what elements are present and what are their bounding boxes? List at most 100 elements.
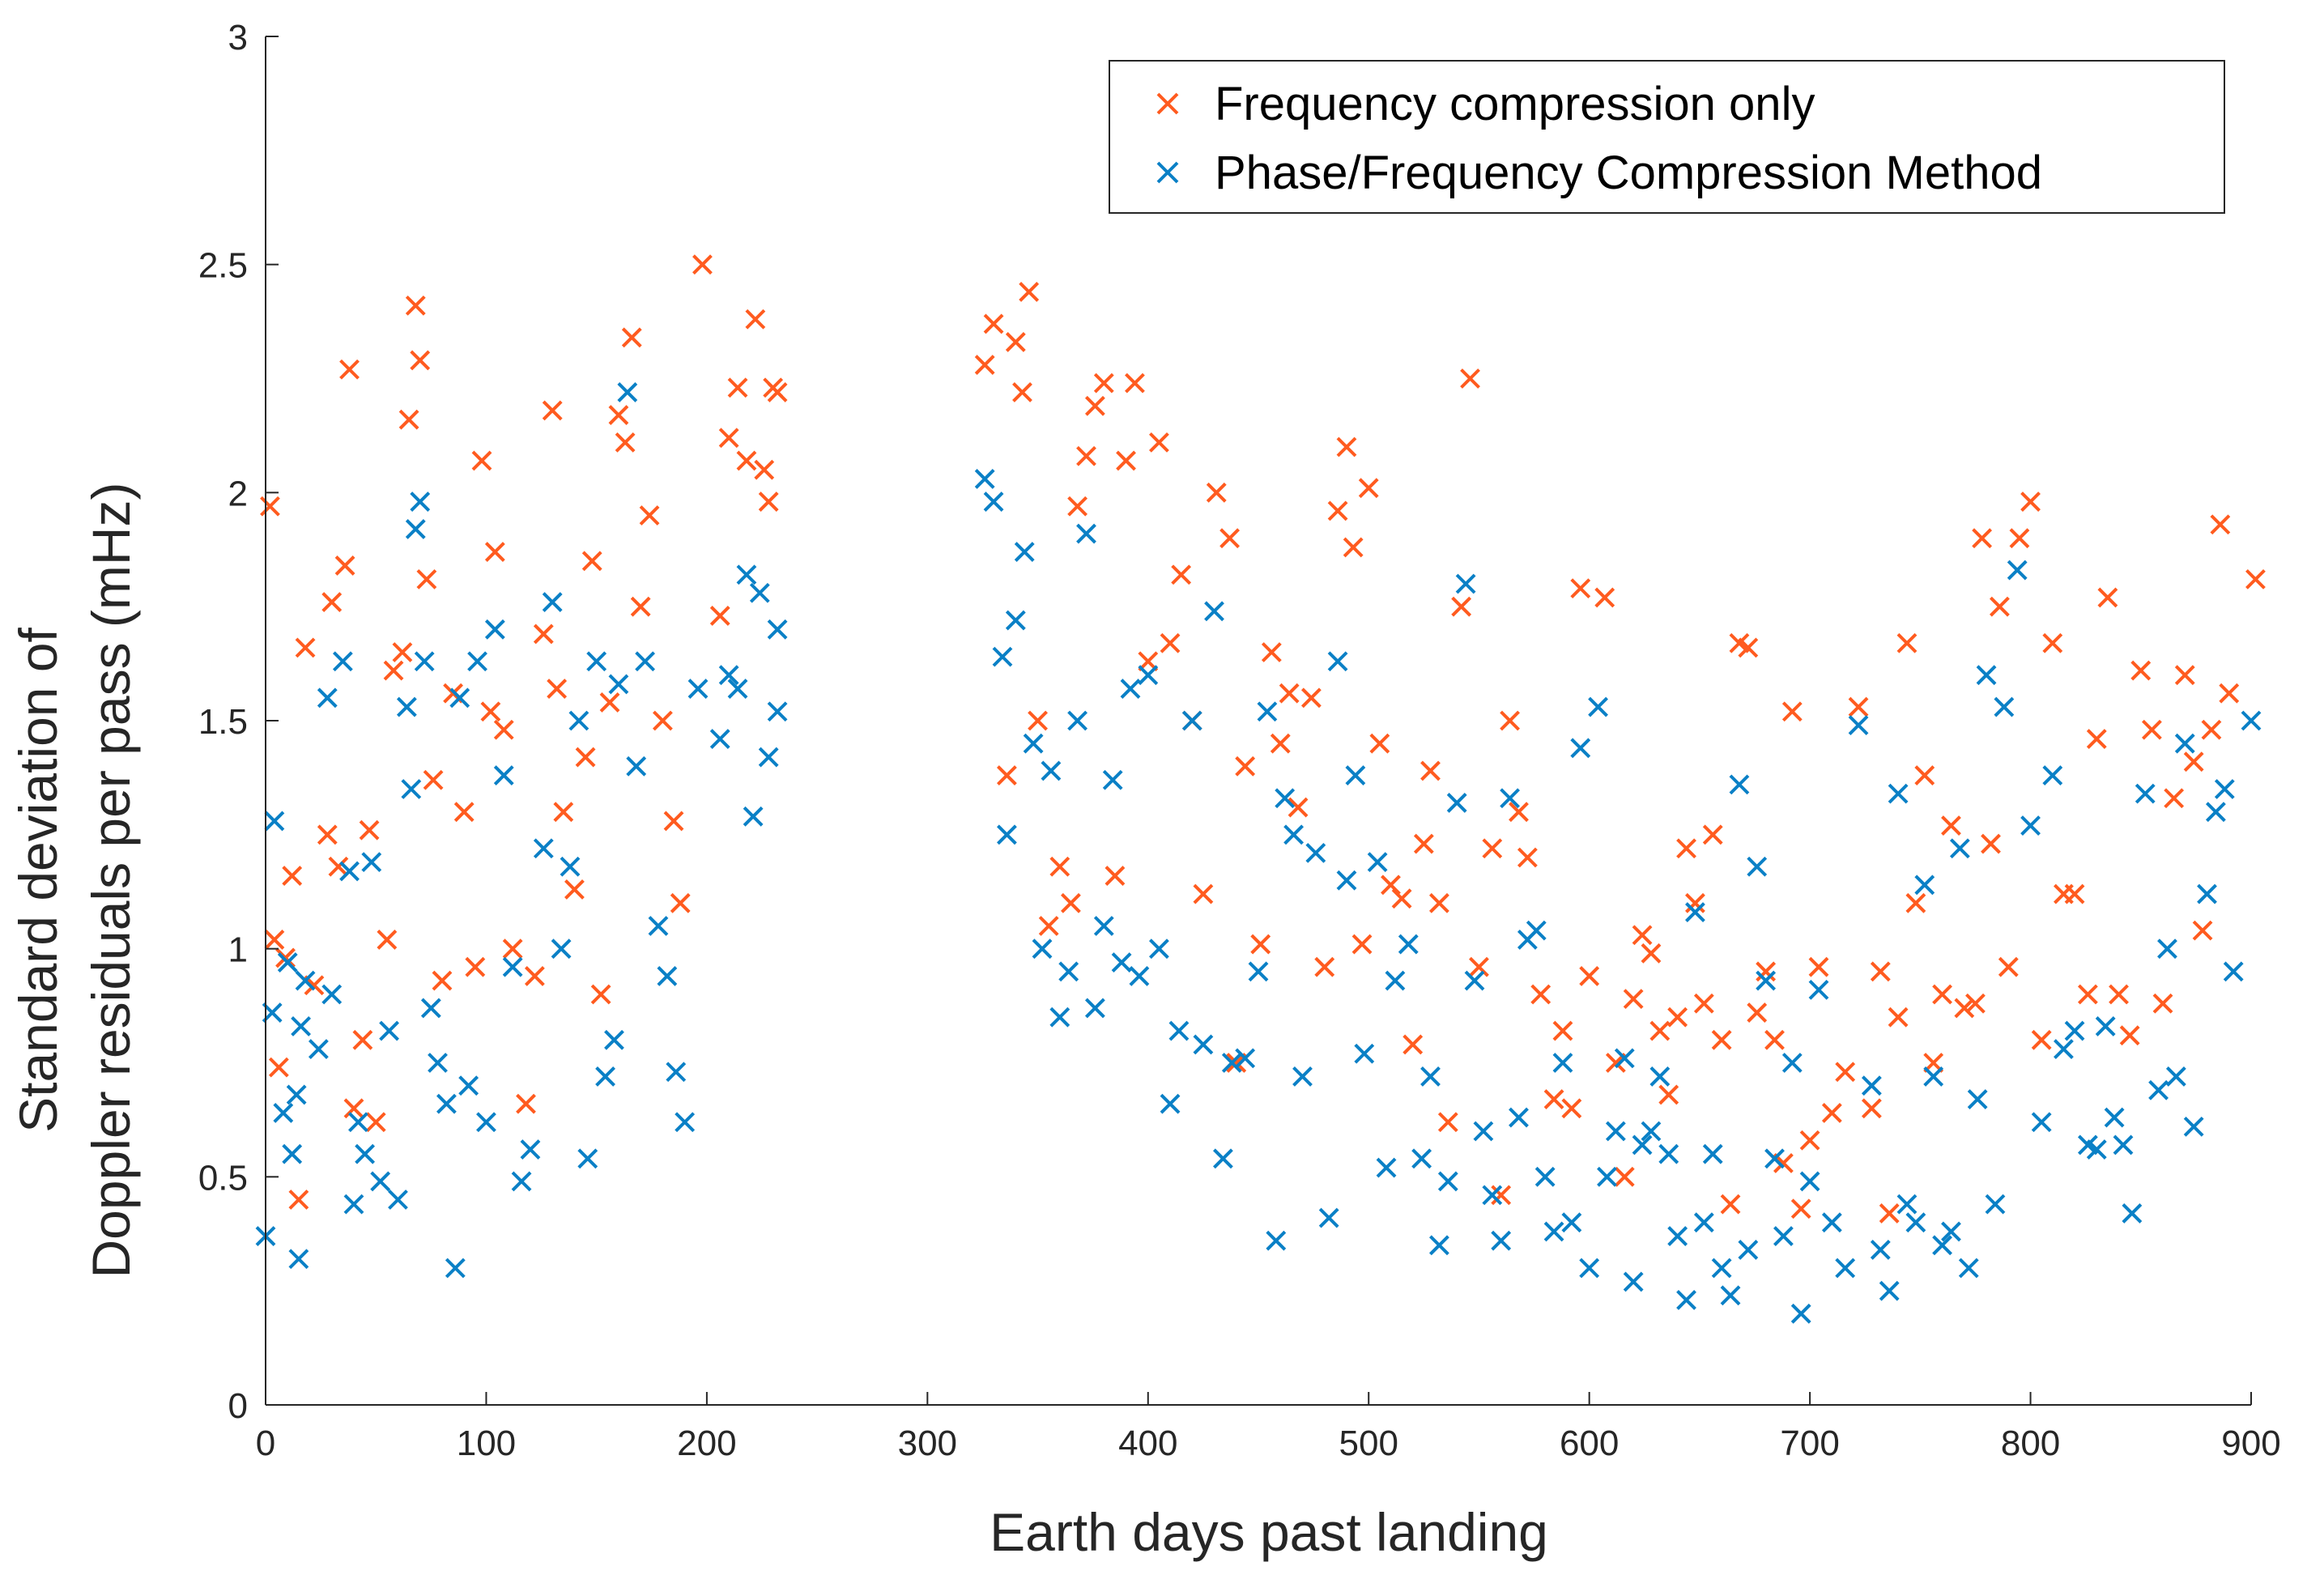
data-point bbox=[1570, 738, 1591, 759]
data-point bbox=[1318, 1207, 1339, 1228]
data-point bbox=[1473, 1121, 1494, 1142]
data-point bbox=[1799, 1130, 1820, 1151]
data-point bbox=[1327, 651, 1348, 672]
data-point bbox=[1632, 925, 1653, 946]
data-point bbox=[1437, 1171, 1458, 1192]
data-point bbox=[1509, 802, 1529, 823]
data-point bbox=[604, 1029, 624, 1050]
data-point bbox=[1570, 578, 1591, 599]
data-point bbox=[352, 1029, 373, 1050]
data-point bbox=[2007, 560, 2028, 581]
data-point bbox=[1061, 892, 1081, 913]
data-point bbox=[1049, 1007, 1070, 1028]
data-point bbox=[1932, 1235, 1952, 1256]
data-point bbox=[648, 916, 669, 936]
data-point bbox=[1402, 1034, 1424, 1055]
data-point bbox=[1221, 1053, 1242, 1073]
data-point bbox=[2064, 1020, 2085, 1041]
data-point bbox=[339, 359, 360, 380]
data-point bbox=[1111, 952, 1132, 973]
data-point bbox=[2183, 1116, 2204, 1137]
data-point bbox=[502, 956, 523, 977]
data-point bbox=[1212, 1148, 1233, 1169]
data-point bbox=[1932, 984, 1952, 1005]
data-point bbox=[1685, 902, 1705, 923]
data-point bbox=[2201, 719, 2222, 740]
data-point bbox=[1105, 866, 1126, 886]
data-point bbox=[1067, 496, 1088, 517]
data-point bbox=[286, 1084, 307, 1105]
data-point bbox=[2031, 1112, 2052, 1133]
data-point bbox=[709, 606, 730, 626]
data-point bbox=[1685, 892, 1705, 913]
data-point bbox=[1667, 1007, 1688, 1028]
legend: Frequency compression only Phase/Frequen… bbox=[1109, 60, 2225, 214]
data-point bbox=[1711, 1029, 1732, 1050]
data-point bbox=[2119, 1025, 2140, 1046]
data-point bbox=[1076, 523, 1096, 544]
data-point bbox=[1354, 1043, 1375, 1064]
data-point bbox=[1351, 934, 1373, 955]
data-point bbox=[1028, 710, 1048, 731]
data-point bbox=[551, 938, 572, 960]
data-point bbox=[590, 984, 611, 1005]
data-point bbox=[2122, 1202, 2143, 1224]
data-point bbox=[1248, 961, 1269, 982]
data-point bbox=[1870, 961, 1891, 982]
data-point bbox=[657, 966, 678, 986]
data-point bbox=[1451, 596, 1472, 617]
data-point bbox=[1398, 934, 1419, 955]
data-point bbox=[1093, 372, 1114, 394]
data-point bbox=[1781, 1053, 1803, 1073]
data-point bbox=[1500, 788, 1521, 809]
data-point bbox=[365, 1112, 386, 1133]
data-point bbox=[1989, 596, 2010, 617]
data-point bbox=[1994, 696, 2015, 717]
data-point bbox=[449, 687, 470, 709]
data-point bbox=[339, 861, 360, 882]
data-point bbox=[359, 819, 380, 841]
data-point bbox=[1385, 970, 1406, 991]
x-tick-label: 100 bbox=[457, 1424, 516, 1463]
data-point bbox=[275, 947, 296, 968]
data-point bbox=[1138, 665, 1159, 686]
x-tick-label: 800 bbox=[2001, 1424, 2060, 1463]
data-point bbox=[1790, 1303, 1811, 1324]
data-point bbox=[1738, 637, 1759, 658]
data-point bbox=[1411, 1148, 1432, 1169]
data-point bbox=[1658, 1143, 1679, 1164]
data-point bbox=[1641, 943, 1662, 964]
data-point bbox=[718, 428, 739, 449]
data-point bbox=[471, 450, 492, 471]
data-point bbox=[2086, 729, 2107, 749]
data-point bbox=[1848, 715, 1869, 736]
data-point bbox=[1764, 1029, 1785, 1050]
data-point bbox=[416, 568, 437, 589]
data-point bbox=[260, 496, 280, 517]
series-1 bbox=[255, 381, 2262, 1324]
legend-box bbox=[1109, 60, 2225, 214]
data-point bbox=[1343, 537, 1364, 558]
data-point bbox=[560, 856, 581, 877]
data-point bbox=[1623, 1271, 1644, 1292]
data-point bbox=[288, 1190, 309, 1210]
data-point bbox=[1720, 1194, 1741, 1215]
data-point bbox=[1905, 1212, 1926, 1233]
data-point bbox=[1941, 1221, 1961, 1242]
data-point bbox=[718, 665, 739, 686]
data-point bbox=[1482, 838, 1503, 859]
data-point bbox=[1129, 966, 1150, 986]
data-point bbox=[1702, 824, 1723, 845]
data-point bbox=[1597, 1166, 1617, 1187]
data-point bbox=[1998, 956, 2019, 977]
data-point bbox=[1949, 838, 1970, 859]
data-point bbox=[1888, 783, 1909, 804]
data-point bbox=[754, 459, 775, 480]
data-point bbox=[1808, 956, 1829, 977]
data-point bbox=[621, 327, 642, 348]
data-point bbox=[2020, 815, 2041, 836]
data-point bbox=[992, 646, 1013, 667]
y-tick-label: 1 bbox=[228, 930, 248, 970]
